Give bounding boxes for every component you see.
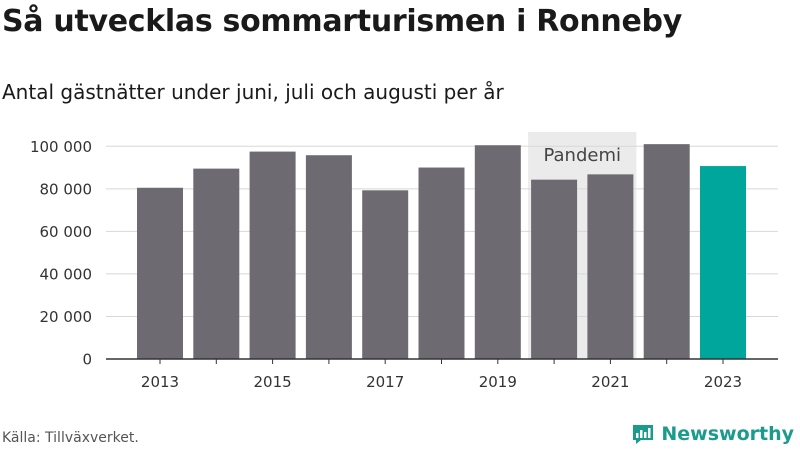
y-tick-label: 0 — [82, 351, 92, 369]
bar-2017 — [362, 190, 409, 359]
newsworthy-logo-icon — [633, 425, 654, 444]
bar-2021 — [587, 174, 634, 359]
x-tick-label: 2015 — [254, 373, 292, 391]
bar-2020 — [531, 179, 578, 359]
bar-2013 — [137, 187, 183, 359]
y-tick-label: 60 000 — [40, 223, 93, 241]
chart-subtitle: Antal gästnätter under juni, juli och au… — [2, 80, 504, 104]
bar-2015 — [249, 151, 296, 359]
x-tick-label: 2021 — [591, 373, 629, 391]
chart-title: Så utvecklas sommarturismen i Ronneby — [2, 4, 682, 39]
x-tick-label: 2019 — [479, 373, 517, 391]
x-tick-label: 2023 — [704, 373, 742, 391]
x-tick-label: 2017 — [366, 373, 404, 391]
bar-2023 — [700, 166, 746, 359]
bar-2016 — [305, 155, 352, 359]
annotation-label: Pandemi — [543, 145, 621, 166]
bar-2018 — [418, 167, 465, 359]
source-note: Källa: Tillväxverket. — [2, 430, 139, 446]
y-tick-label: 40 000 — [40, 265, 93, 283]
bar-2014 — [193, 168, 240, 359]
x-tick-label: 2013 — [141, 373, 179, 391]
y-tick-label: 100 000 — [30, 138, 92, 156]
brand-logo: Newsworthy — [631, 421, 794, 447]
y-tick-label: 20 000 — [40, 308, 93, 326]
brand-name: Newsworthy — [661, 423, 794, 445]
y-tick-label: 80 000 — [40, 180, 93, 198]
bar-2022 — [643, 144, 690, 359]
bar-2019 — [474, 145, 521, 359]
